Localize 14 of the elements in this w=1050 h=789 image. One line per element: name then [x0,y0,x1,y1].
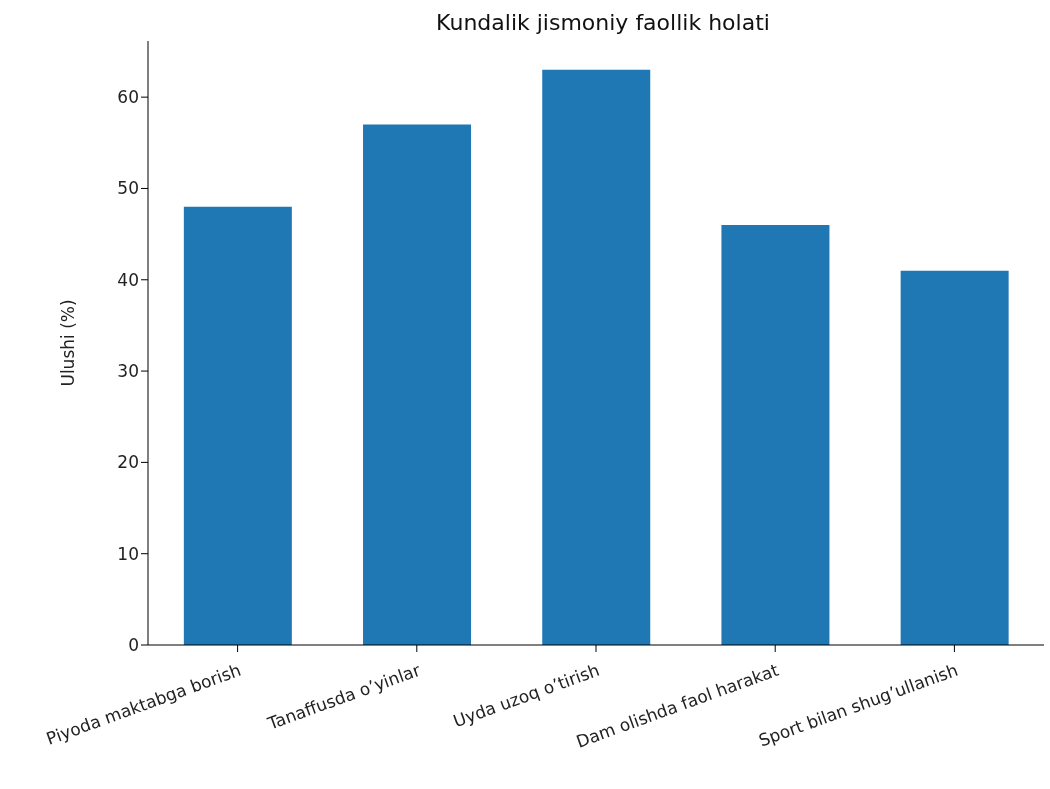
bar [542,69,651,645]
y-tick-label: 50 [117,178,139,199]
y-tick-label: 40 [117,269,139,290]
y-tick-label: 30 [117,361,139,382]
y-tick-label: 0 [128,635,139,656]
bar [900,270,1009,645]
bar [183,206,292,645]
y-tick-label: 20 [117,452,139,473]
bar [721,224,830,645]
chart-title: Kundalik jismoniy faollik holati [435,10,771,35]
bar [363,124,472,645]
y-tick-label: 60 [117,87,139,108]
y-tick-label: 10 [117,543,139,564]
y-axis-title: Ulushi (%) [58,299,79,387]
